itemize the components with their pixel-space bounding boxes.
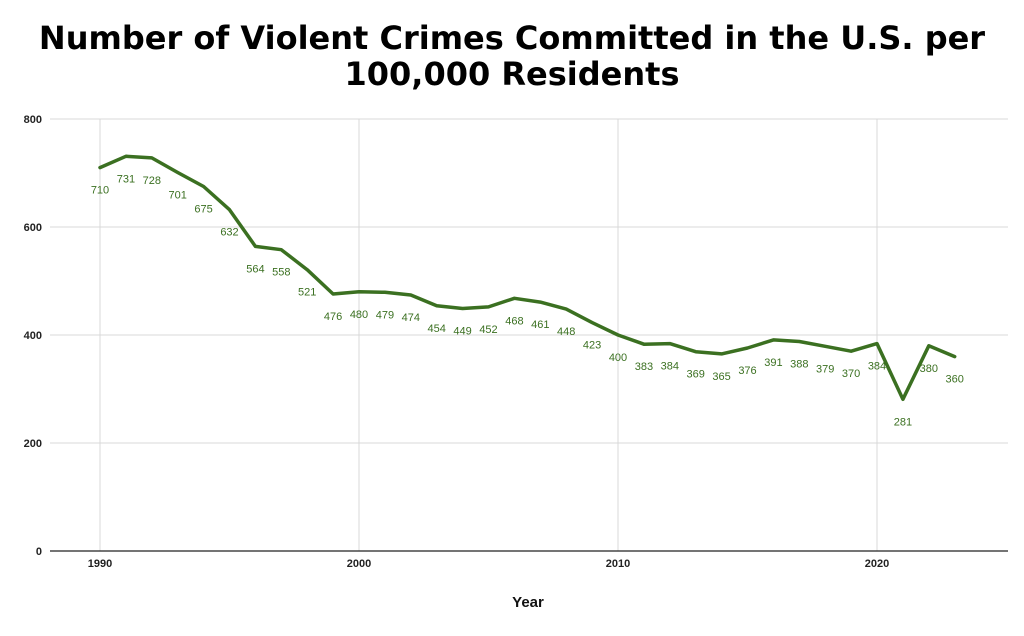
data-label: 731 — [117, 173, 135, 185]
y-tick-label: 800 — [24, 114, 42, 126]
data-label: 388 — [790, 358, 808, 370]
y-axis-ticks: 0 200 400 600 800 — [24, 114, 42, 558]
data-label: 448 — [557, 326, 575, 338]
data-label: 521 — [298, 287, 316, 299]
data-label: 461 — [531, 319, 549, 331]
data-labels: 710 731 728 701 675 632 564 558 521 476 480 479 474 4… — [91, 173, 964, 428]
data-label: 452 — [479, 324, 497, 336]
data-label: 376 — [738, 365, 756, 377]
data-label: 454 — [428, 323, 446, 335]
data-label: 400 — [609, 352, 627, 364]
data-label: 370 — [842, 368, 860, 380]
y-tick-label: 200 — [24, 438, 42, 450]
chart-title-line-1: Number of Violent Crimes Committed in th… — [38, 19, 986, 57]
y-tick-label: 400 — [24, 330, 42, 342]
chart-title: Number of Violent Crimes Committed in th… — [0, 20, 1024, 92]
y-tick-label: 0 — [36, 546, 42, 558]
x-axis-ticks: 1990 2000 2010 2020 — [88, 558, 889, 570]
data-label: 383 — [635, 361, 653, 373]
data-label: 281 — [894, 416, 912, 428]
data-label: 710 — [91, 185, 109, 197]
data-label: 423 — [583, 340, 601, 352]
x-tick-label: 2000 — [347, 558, 371, 570]
x-axis-title: Year — [512, 594, 544, 611]
data-label: 476 — [324, 311, 342, 323]
data-label: 380 — [920, 363, 938, 375]
x-tick-label: 1990 — [88, 558, 112, 570]
grid — [50, 118, 1008, 551]
data-label: 384 — [868, 361, 886, 373]
data-label: 391 — [764, 357, 782, 369]
data-label: 480 — [350, 309, 368, 321]
data-label: 468 — [505, 315, 523, 327]
data-label: 474 — [402, 312, 420, 324]
data-label: 632 — [220, 227, 238, 239]
data-label: 558 — [272, 267, 290, 279]
data-label: 369 — [687, 369, 705, 381]
x-tick-label: 2020 — [865, 558, 889, 570]
x-tick-label: 2010 — [606, 558, 630, 570]
y-tick-label: 600 — [24, 222, 42, 234]
data-label: 564 — [246, 263, 264, 275]
data-label: 365 — [712, 371, 730, 383]
series-line — [98, 154, 957, 402]
data-label: 379 — [816, 363, 834, 375]
data-label: 675 — [194, 204, 212, 216]
data-label: 701 — [169, 189, 187, 201]
data-label: 479 — [376, 309, 394, 321]
data-label: 449 — [453, 326, 471, 338]
data-label: 728 — [143, 175, 161, 187]
data-label: 384 — [661, 361, 679, 373]
series-group — [98, 154, 957, 402]
data-label: 360 — [946, 374, 964, 386]
chart-title-line-2: 100,000 Residents — [344, 55, 680, 93]
